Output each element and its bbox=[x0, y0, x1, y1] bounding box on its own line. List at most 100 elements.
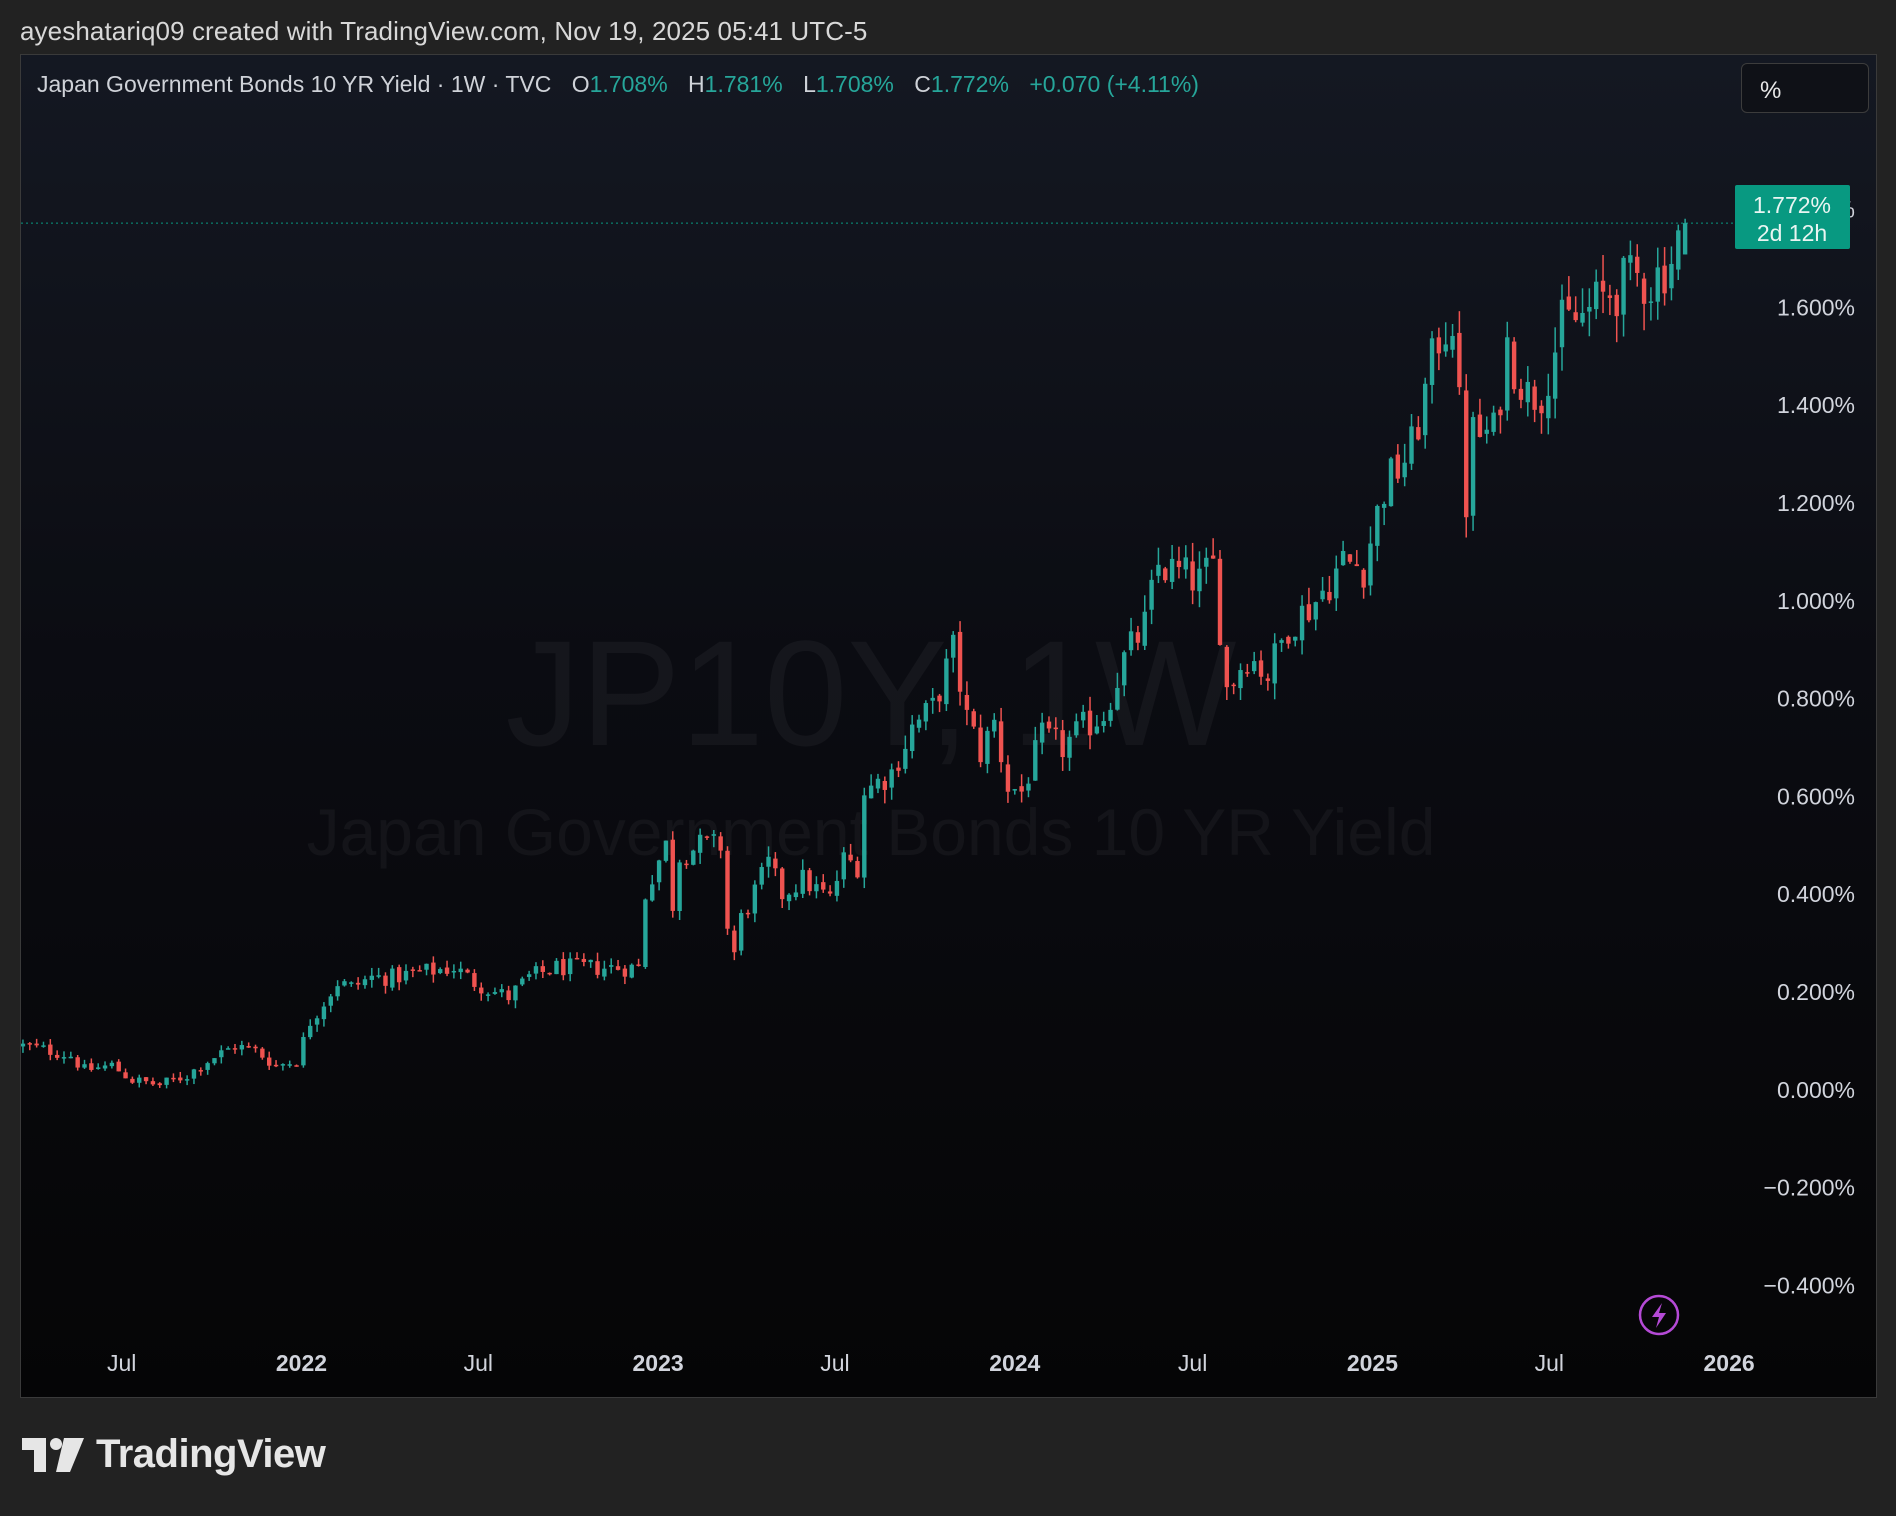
candle-body bbox=[1573, 312, 1578, 321]
candle-body bbox=[1518, 388, 1524, 400]
candle-body bbox=[1101, 721, 1106, 726]
candle-body bbox=[34, 1043, 39, 1046]
candle-body bbox=[951, 634, 956, 658]
candle-body bbox=[909, 724, 915, 752]
candle-body bbox=[670, 839, 675, 911]
candle-body bbox=[1060, 730, 1065, 758]
candle-body bbox=[1197, 568, 1202, 592]
chart-panel[interactable]: JP10Y, 1W Japan Government Bonds 10 YR Y… bbox=[20, 54, 1877, 1398]
candle-body bbox=[533, 966, 539, 974]
lightning-icon[interactable] bbox=[1638, 1294, 1680, 1336]
candle-body bbox=[1669, 263, 1674, 289]
candle-body bbox=[137, 1077, 142, 1083]
candle-body bbox=[574, 957, 580, 960]
candle-body bbox=[595, 961, 600, 975]
candle-body bbox=[923, 703, 929, 722]
candle-body bbox=[985, 730, 990, 764]
time-axis[interactable]: Jul 2022 Jul 2023 Jul 2024 Jul 2025 Jul 2026 bbox=[107, 1350, 1755, 1376]
candle-body bbox=[1491, 412, 1496, 432]
candle-body bbox=[383, 975, 388, 986]
legend-close-value: 1.772% bbox=[930, 71, 1009, 97]
unit-selector-button[interactable]: % bbox=[1741, 63, 1869, 113]
candle-body bbox=[821, 882, 826, 890]
candle-body bbox=[1470, 417, 1476, 516]
candle-body bbox=[342, 981, 347, 986]
candle-body bbox=[663, 840, 669, 861]
candle-body bbox=[1190, 561, 1195, 591]
candle-body bbox=[1457, 332, 1462, 388]
candle-body bbox=[1436, 337, 1442, 354]
candle-body bbox=[485, 994, 491, 996]
candle-body bbox=[704, 836, 710, 838]
price-axis[interactable]: 1.800%1.600%1.400%1.200%1.000%0.800%0.60… bbox=[1764, 196, 1855, 1298]
candle-body bbox=[1067, 736, 1072, 758]
candle-body bbox=[1135, 632, 1141, 643]
watermark-name: Japan Government Bonds 10 YR Yield bbox=[307, 795, 1436, 869]
candle-body bbox=[1655, 267, 1660, 302]
candle-body bbox=[827, 891, 833, 894]
candle-body bbox=[225, 1048, 231, 1050]
candle-body bbox=[355, 982, 361, 985]
candle-body bbox=[1614, 294, 1619, 317]
candle-body bbox=[1204, 557, 1209, 567]
candle-body bbox=[738, 913, 744, 951]
candle-body bbox=[1286, 636, 1291, 644]
last-price-countdown: 2d 12h bbox=[1757, 220, 1827, 246]
candle-body bbox=[349, 982, 354, 984]
legend-open-value: 1.708% bbox=[589, 71, 668, 97]
candle-body bbox=[1443, 344, 1448, 352]
candle-body bbox=[68, 1056, 74, 1059]
y-tick-label: 1.600% bbox=[1777, 294, 1855, 320]
watermark: JP10Y, 1W Japan Government Bonds 10 YR Y… bbox=[307, 609, 1436, 869]
candle-body bbox=[855, 861, 860, 878]
candle-body bbox=[677, 862, 682, 912]
candle-body bbox=[1587, 307, 1592, 312]
candle-body bbox=[520, 978, 525, 985]
legend-high-value: 1.781% bbox=[704, 71, 783, 97]
symbol-legend[interactable]: Japan Government Bonds 10 YR Yield · 1W … bbox=[37, 71, 1199, 98]
legend-low-value: 1.708% bbox=[815, 71, 894, 97]
legend-high-label: H bbox=[688, 71, 705, 97]
legend-close-label: C bbox=[914, 71, 931, 97]
candle-body bbox=[1409, 426, 1414, 464]
candle-body bbox=[1552, 352, 1558, 399]
candle-body bbox=[1327, 591, 1332, 601]
candle-body bbox=[369, 975, 375, 980]
candle-body bbox=[273, 1064, 279, 1067]
candle-body bbox=[629, 964, 634, 978]
candle-body bbox=[1183, 557, 1188, 570]
candle-body bbox=[403, 970, 409, 981]
candle-body bbox=[752, 884, 758, 914]
x-tick-label: Jul bbox=[1178, 1350, 1207, 1376]
candle-body bbox=[526, 974, 532, 977]
brand-footer[interactable]: TradingView bbox=[22, 1432, 326, 1477]
candle-body bbox=[239, 1045, 245, 1050]
tradingview-logo-icon bbox=[22, 1437, 84, 1472]
x-tick-label: 2024 bbox=[989, 1350, 1040, 1376]
chart-caption: ayeshatariq09 created with TradingView.c… bbox=[20, 16, 868, 46]
candle-body bbox=[1108, 709, 1113, 721]
candle-body bbox=[1087, 710, 1093, 736]
candle-body bbox=[506, 990, 511, 1001]
candle-body bbox=[143, 1077, 149, 1082]
candle-body bbox=[691, 850, 696, 865]
candlestick-chart[interactable]: JP10Y, 1W Japan Government Bonds 10 YR Y… bbox=[21, 55, 1876, 1397]
y-tick-label: 0.400% bbox=[1777, 881, 1855, 907]
candle-body bbox=[1532, 386, 1537, 410]
candle-body bbox=[1210, 555, 1216, 559]
y-tick-label: 1.200% bbox=[1777, 490, 1855, 516]
candle-body bbox=[1012, 789, 1017, 791]
candle-body bbox=[1361, 569, 1366, 588]
candle-body bbox=[1033, 740, 1038, 781]
candle-body bbox=[1299, 605, 1305, 641]
candle-body bbox=[1375, 505, 1380, 546]
candle-body bbox=[54, 1054, 60, 1058]
candle-body bbox=[1251, 661, 1257, 672]
candle-body bbox=[1074, 721, 1079, 736]
candle-body bbox=[1416, 427, 1421, 440]
candle-body bbox=[882, 780, 888, 790]
candle-body bbox=[492, 992, 498, 994]
candle-body bbox=[540, 966, 546, 972]
candle-body bbox=[376, 975, 381, 977]
candle-body bbox=[780, 868, 785, 900]
